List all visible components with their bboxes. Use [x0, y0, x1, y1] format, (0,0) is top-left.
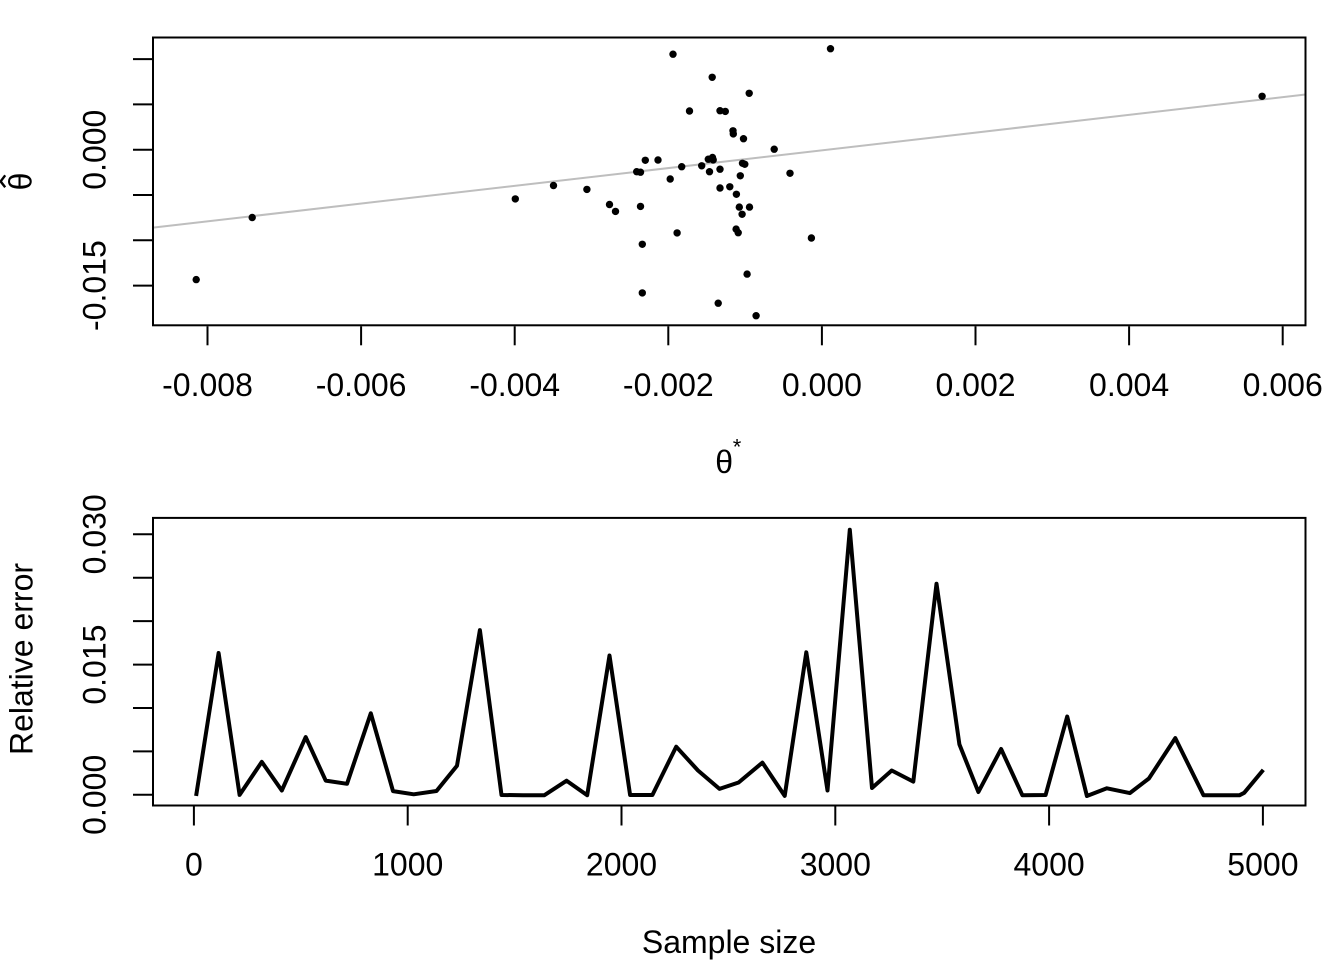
svg-text:-0.015: -0.015 — [77, 240, 113, 331]
svg-text:0.004: 0.004 — [1089, 367, 1169, 403]
svg-text:-0.008: -0.008 — [162, 367, 253, 403]
svg-text:1000: 1000 — [372, 847, 443, 883]
svg-text:θ: θ — [2, 173, 38, 191]
svg-text:0.002: 0.002 — [935, 367, 1015, 403]
svg-text:0: 0 — [185, 847, 203, 883]
svg-text:-0.006: -0.006 — [316, 367, 407, 403]
svg-text:-0.002: -0.002 — [623, 367, 714, 403]
svg-text:0.000: 0.000 — [77, 110, 113, 190]
svg-text:0.015: 0.015 — [77, 625, 113, 705]
svg-text:0.000: 0.000 — [77, 755, 113, 835]
svg-text:4000: 4000 — [1014, 847, 1085, 883]
svg-text:0.006: 0.006 — [1243, 367, 1323, 403]
svg-text:-0.004: -0.004 — [469, 367, 560, 403]
svg-text:0.030: 0.030 — [77, 494, 113, 574]
svg-text:2000: 2000 — [586, 847, 657, 883]
svg-text:3000: 3000 — [800, 847, 871, 883]
svg-text:Sample size: Sample size — [642, 924, 816, 960]
svg-text:0.000: 0.000 — [782, 367, 862, 403]
svg-text:5000: 5000 — [1227, 847, 1298, 883]
svg-text:Relative error: Relative error — [3, 563, 39, 755]
svg-text:*: * — [733, 435, 742, 460]
svg-text:θ: θ — [715, 444, 733, 480]
